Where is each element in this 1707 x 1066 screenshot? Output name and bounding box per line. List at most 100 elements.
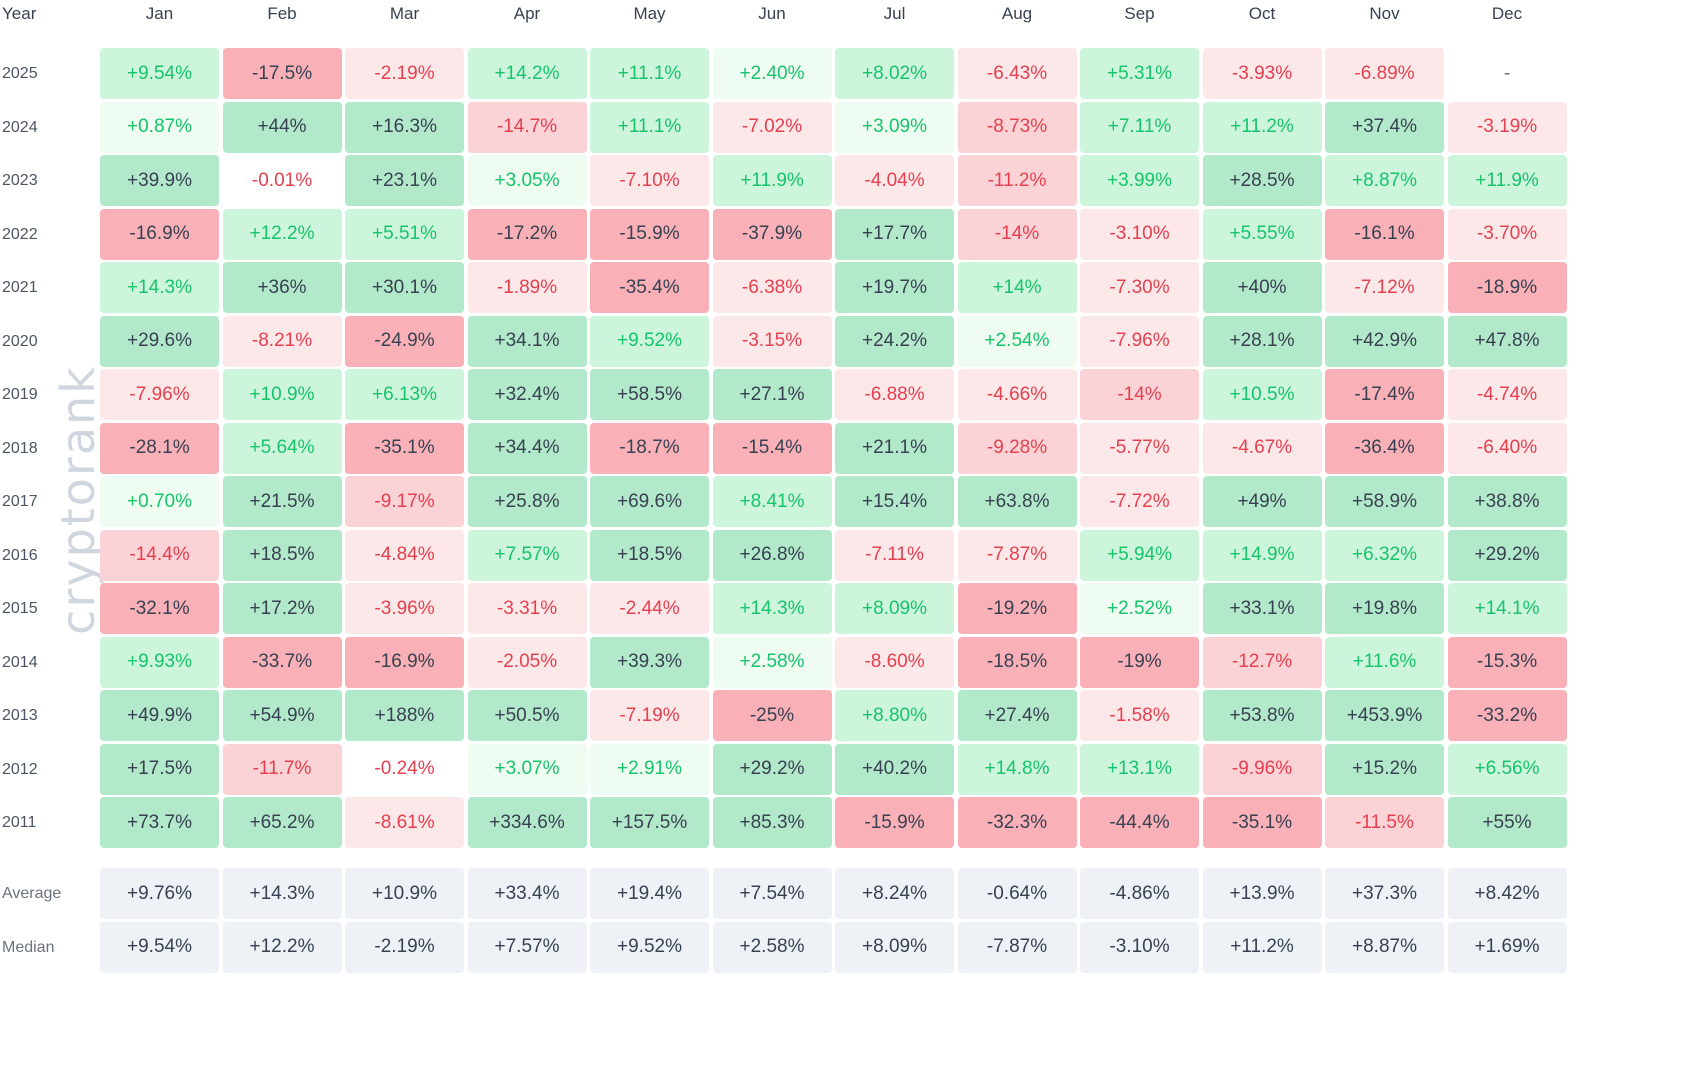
return-cell-2015-jul: +8.09%	[835, 583, 954, 634]
year-label-2023: 2023	[2, 172, 38, 189]
return-cell-2018-dec: -6.40%	[1447, 422, 1567, 474]
return-cell-2012-sep: +13.1%	[1080, 743, 1199, 795]
return-cell-2016-aug: -7.87%	[957, 529, 1077, 581]
median-cell-oct: +11.2%	[1202, 921, 1322, 973]
return-cell-2013-nov: +453.9%	[1325, 690, 1444, 741]
return-cell-2011-jun: +85.3%	[712, 797, 832, 848]
return-cell-2021-dec: -18.9%	[1447, 262, 1567, 313]
return-cell-2021-mar: +30.1%	[345, 262, 464, 313]
year-label-2012: 2012	[2, 760, 38, 778]
return-cell-2022-nov: -16.1%	[1325, 208, 1444, 260]
month-header-may: May	[633, 4, 666, 23]
return-cell-2025-jul: +8.02%	[835, 48, 954, 99]
return-cell-2019-mar: +6.13%	[345, 369, 464, 420]
return-cell-2013-oct: +53.8%	[1202, 690, 1322, 741]
month-header-dec: Dec	[1491, 4, 1523, 23]
return-cell-2012-apr: +3.07%	[467, 743, 587, 795]
return-cell-2023-apr: +3.05%	[467, 155, 587, 206]
return-cell-2013-may: -7.19%	[590, 690, 709, 741]
return-cell-2020-mar: -24.9%	[345, 315, 464, 367]
return-cell-2022-oct: +5.55%	[1202, 208, 1322, 260]
return-cell-2020-oct: +28.1%	[1202, 315, 1322, 367]
return-cell-2024-nov: +37.4%	[1325, 101, 1444, 153]
return-cell-2015-sep: +2.52%	[1080, 583, 1199, 634]
return-cell-2017-feb: +21.5%	[222, 476, 342, 527]
return-cell-2015-apr: -3.31%	[467, 583, 587, 634]
median-cell-jul: +8.09%	[835, 921, 954, 973]
year-label-2024: 2024	[2, 118, 38, 136]
return-cell-2016-jan: -14.4%	[100, 529, 219, 581]
month-header-aug: Aug	[1001, 4, 1033, 23]
return-cell-2021-aug: +14%	[957, 262, 1077, 313]
return-cell-2020-aug: +2.54%	[957, 315, 1077, 367]
return-cell-2025-aug: -6.43%	[957, 48, 1077, 99]
return-cell-2014-mar: -16.9%	[345, 636, 464, 688]
return-cell-2025-jun: +2.40%	[712, 48, 832, 99]
average-row-label: Average	[2, 885, 62, 902]
return-cell-2020-may: +9.52%	[590, 315, 709, 367]
return-cell-2022-may: -15.9%	[590, 208, 709, 260]
return-cell-2016-sep: +5.94%	[1080, 529, 1199, 581]
return-cell-2011-feb: +65.2%	[222, 797, 342, 848]
return-cell-2024-dec: -3.19%	[1447, 101, 1567, 153]
return-cell-2011-apr: +334.6%	[467, 797, 587, 848]
year-label-2014: 2014	[2, 653, 38, 671]
average-cell-mar: +10.9%	[345, 868, 464, 919]
return-cell-2020-jul: +24.2%	[835, 315, 954, 367]
return-cell-2019-jan: -7.96%	[100, 369, 219, 420]
return-cell-2011-jul: -15.9%	[835, 797, 954, 848]
return-cell-2025-may: +11.1%	[590, 48, 709, 99]
return-cell-2011-mar: -8.61%	[345, 797, 464, 848]
return-cell-2017-mar: -9.17%	[345, 476, 464, 527]
return-cell-2015-feb: +17.2%	[222, 583, 342, 634]
median-cell-aug: -7.87%	[957, 921, 1077, 973]
return-cell-2021-apr: -1.89%	[467, 262, 587, 313]
return-cell-2016-oct: +14.9%	[1202, 529, 1322, 581]
median-cell-mar: -2.19%	[345, 921, 464, 973]
return-cell-2018-jun: -15.4%	[712, 422, 832, 474]
return-cell-2015-oct: +33.1%	[1202, 583, 1322, 634]
return-cell-2017-jan: +0.70%	[100, 476, 219, 527]
return-cell-2025-jan: +9.54%	[100, 48, 219, 99]
return-cell-2014-jan: +9.93%	[100, 636, 219, 688]
year-label-2021: 2021	[2, 279, 38, 296]
return-cell-2024-mar: +16.3%	[345, 101, 464, 153]
return-cell-2021-jan: +14.3%	[100, 262, 219, 313]
return-cell-2017-jun: +8.41%	[712, 476, 832, 527]
return-cell-2011-may: +157.5%	[590, 797, 709, 848]
return-cell-2024-aug: -8.73%	[957, 101, 1077, 153]
return-cell-2024-jun: -7.02%	[712, 101, 832, 153]
return-cell-2016-jun: +26.8%	[712, 529, 832, 581]
return-cell-2013-feb: +54.9%	[222, 690, 342, 741]
year-label-2015: 2015	[2, 600, 38, 617]
return-cell-2015-mar: -3.96%	[345, 583, 464, 634]
median-cell-feb: +12.2%	[222, 921, 342, 973]
return-cell-2012-aug: +14.8%	[957, 743, 1077, 795]
return-cell-2017-oct: +49%	[1202, 476, 1322, 527]
return-cell-2011-nov: -11.5%	[1325, 797, 1444, 848]
return-cell-2013-dec: -33.2%	[1447, 690, 1567, 741]
return-cell-2013-jul: +8.80%	[835, 690, 954, 741]
average-cell-feb: +14.3%	[222, 868, 342, 919]
return-cell-2023-dec: +11.9%	[1447, 155, 1567, 206]
return-cell-2014-apr: -2.05%	[467, 636, 587, 688]
return-cell-2024-jan: +0.87%	[100, 101, 219, 153]
median-cell-may: +9.52%	[590, 921, 709, 973]
return-cell-2012-may: +2.91%	[590, 743, 709, 795]
year-label-2025: 2025	[2, 65, 38, 82]
year-label-2022: 2022	[2, 225, 38, 243]
return-cell-2014-jun: +2.58%	[712, 636, 832, 688]
return-cell-2021-nov: -7.12%	[1325, 262, 1444, 313]
return-cell-2016-may: +18.5%	[590, 529, 709, 581]
return-cell-2014-nov: +11.6%	[1325, 636, 1444, 688]
return-cell-2023-jan: +39.9%	[100, 155, 219, 206]
return-cell-2017-jul: +15.4%	[835, 476, 954, 527]
return-cell-2025-apr: +14.2%	[467, 48, 587, 99]
return-cell-2012-feb: -11.7%	[222, 743, 342, 795]
return-cell-2012-nov: +15.2%	[1325, 743, 1444, 795]
return-cell-2025-nov: -6.89%	[1325, 48, 1444, 99]
return-cell-2012-jan: +17.5%	[100, 743, 219, 795]
return-cell-2018-feb: +5.64%	[222, 422, 342, 474]
month-header-jan: Jan	[145, 4, 174, 23]
return-cell-2017-nov: +58.9%	[1325, 476, 1444, 527]
